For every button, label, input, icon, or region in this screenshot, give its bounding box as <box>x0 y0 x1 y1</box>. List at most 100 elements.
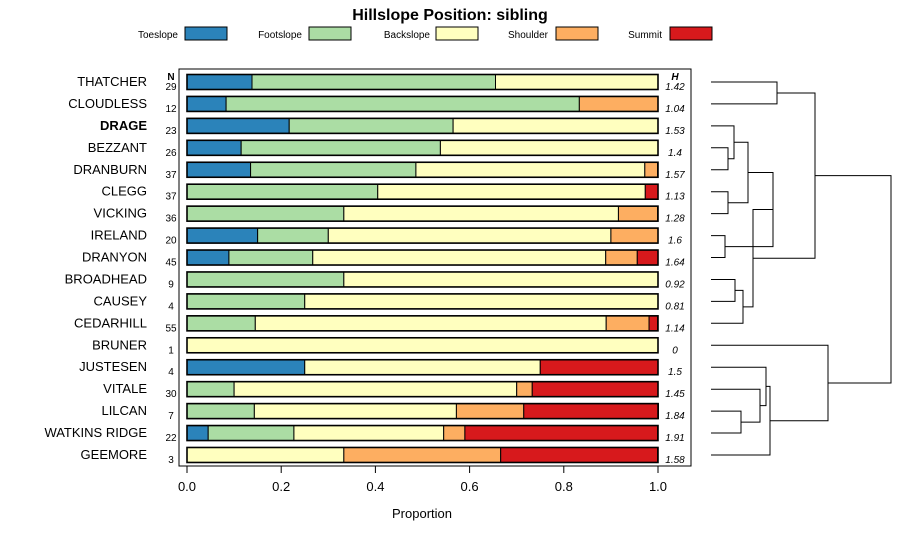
dendrogram-link <box>728 141 749 204</box>
x-axis: 0.0 0.2 0.4 0.6 0.8 1.0 <box>178 466 667 494</box>
bar-segment-footslope <box>186 183 379 200</box>
bar-segment-backslope <box>186 337 659 354</box>
row-h-value: 1.4 <box>668 148 682 159</box>
row-h-value: 1.13 <box>665 192 685 203</box>
bar-segment-footslope <box>186 293 306 310</box>
row-clegg: CLEGG 37 1.13 <box>101 183 685 203</box>
bar-segment-footslope <box>207 425 295 442</box>
row-label: VICKING <box>94 206 147 221</box>
x-tick-label: 0.6 <box>461 479 479 494</box>
row-n-value: 7 <box>168 411 174 422</box>
legend-swatch-summit <box>669 26 713 41</box>
row-justesen: JUSTESEN 4 1.5 <box>79 358 682 378</box>
row-label: WATKINS RIDGE <box>44 425 147 440</box>
row-label: CLOUDLESS <box>68 96 147 111</box>
row-n-value: 29 <box>165 82 177 93</box>
bar-segment-summit <box>500 446 659 463</box>
bar-segment-footslope <box>186 315 256 332</box>
x-tick-label: 0.0 <box>178 479 196 494</box>
row-cedarhill: CEDARHILL 55 1.14 <box>74 315 685 334</box>
dendrogram-link <box>711 366 767 407</box>
legend-swatch-backslope <box>435 26 479 41</box>
row-label: DRANBURN <box>73 162 147 177</box>
bar-segment-toeslope <box>186 74 253 90</box>
bar-segment-summit <box>636 249 659 266</box>
legend-label-backslope: Backslope <box>384 30 431 41</box>
bar-segment-backslope <box>439 139 659 156</box>
row-label: THATCHER <box>77 74 147 89</box>
row-bruner: BRUNER 1 0 <box>92 336 678 356</box>
row-dranyon: DRANYON 45 1.64 <box>82 249 685 269</box>
legend-swatch-footslope <box>308 26 352 41</box>
row-label: CLEGG <box>101 184 147 199</box>
bar-segment-backslope <box>186 446 345 463</box>
bar-segment-footslope <box>186 205 345 222</box>
bar-segment-backslope <box>377 183 646 200</box>
bar-segment-shoulder <box>455 403 525 420</box>
bar-segment-toeslope <box>186 359 306 376</box>
row-bezzant: BEZZANT 26 1.4 <box>88 139 682 159</box>
bar-segment-toeslope <box>186 249 230 266</box>
bar-segment-toeslope <box>186 139 242 156</box>
bar-segment-toeslope <box>186 161 252 178</box>
bar-segment-shoulder <box>578 95 659 112</box>
bar-segment-backslope <box>452 117 659 134</box>
row-label: CEDARHILL <box>74 315 147 330</box>
bar-outline <box>186 139 659 157</box>
dendrogram-link <box>711 235 726 258</box>
bar-segment-footslope <box>228 249 314 266</box>
bar-outline <box>186 358 659 376</box>
dendrogram-link <box>711 191 729 215</box>
bar-outline <box>186 117 659 135</box>
bar-segment-footslope <box>186 381 235 398</box>
bar-outline <box>186 402 659 420</box>
row-label: BEZZANT <box>88 140 147 155</box>
row-label: JUSTESEN <box>79 359 147 374</box>
row-lilcan: LILCAN 7 1.84 <box>101 402 685 422</box>
bar-segment-summit <box>531 381 659 398</box>
legend-swatch-toeslope <box>184 26 228 41</box>
row-label: BROADHEAD <box>65 271 147 286</box>
row-h-value: 1.28 <box>665 214 685 225</box>
bar-segment-footslope <box>250 161 417 178</box>
row-h-value: 1.04 <box>665 104 685 115</box>
bar-outline <box>186 271 659 288</box>
row-n-value: 45 <box>165 258 177 269</box>
bar-segment-summit <box>523 403 659 420</box>
bar-segment-toeslope <box>186 425 209 442</box>
row-watkins-ridge: WATKINS RIDGE 22 1.91 <box>44 424 685 444</box>
bar-outline <box>186 315 659 332</box>
row-label: DRAGE <box>100 118 147 133</box>
bar-segment-shoulder <box>644 161 659 178</box>
row-n-value: 9 <box>168 279 174 290</box>
bar-segment-backslope <box>415 161 646 178</box>
bar-segment-footslope <box>257 227 329 244</box>
dendrogram-link <box>711 125 735 160</box>
dendrogram-link <box>711 388 761 423</box>
row-dranburn: DRANBURN 37 1.57 <box>73 161 685 181</box>
dendrogram-link <box>711 81 778 105</box>
dendrogram-link <box>711 410 742 434</box>
row-n-value: 37 <box>165 192 177 203</box>
row-n-value: 30 <box>165 389 177 400</box>
dendrogram-link <box>711 147 729 171</box>
row-n-value: 23 <box>165 126 177 137</box>
x-axis-title: Proportion <box>392 506 452 521</box>
row-thatcher: THATCHER 29 1.42 <box>77 73 685 93</box>
plot-frame <box>178 68 692 467</box>
row-h-value: 1.58 <box>665 455 685 466</box>
row-h-value: 0.92 <box>665 279 685 290</box>
row-h-value: 1.91 <box>665 433 684 444</box>
bar-segment-shoulder <box>605 249 638 266</box>
bar-segment-toeslope <box>186 95 227 112</box>
x-tick-label: 1.0 <box>649 479 667 494</box>
legend-label-toeslope: Toeslope <box>138 30 178 41</box>
row-label: LILCAN <box>101 403 147 418</box>
bar-segment-shoulder <box>617 205 659 222</box>
legend-label-summit: Summit <box>628 30 662 41</box>
row-h-value: 1.5 <box>668 367 682 378</box>
bar-outline <box>186 249 659 266</box>
bar-segment-shoulder <box>343 446 502 463</box>
row-n-value: 36 <box>165 214 177 225</box>
row-n-value: 4 <box>168 367 174 378</box>
